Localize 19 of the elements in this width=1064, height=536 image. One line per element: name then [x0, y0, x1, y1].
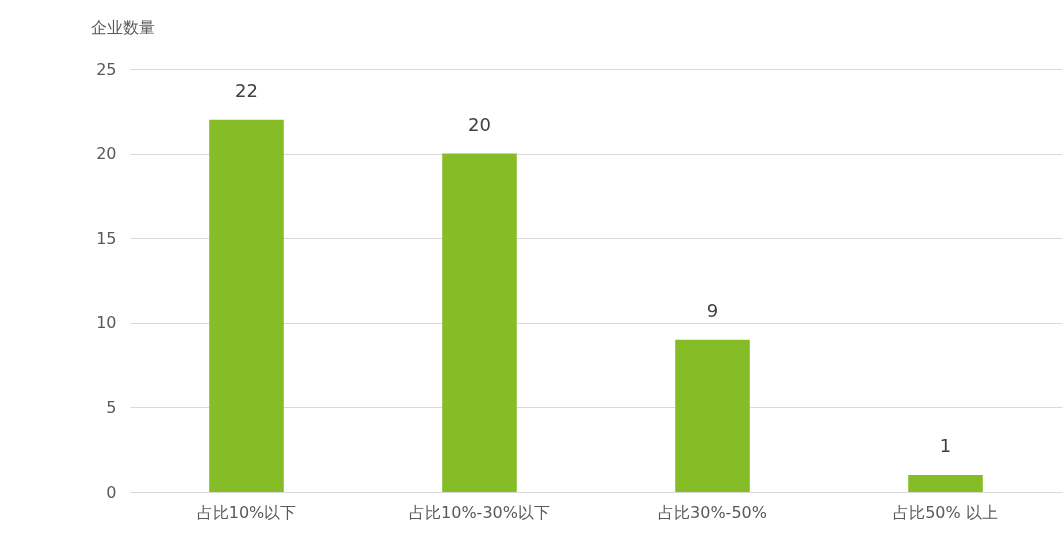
bar [209, 119, 284, 492]
data-label: 1 [939, 435, 952, 457]
y-tick-label: 0 [106, 482, 117, 502]
y-tick-label: 15 [96, 228, 117, 248]
y-tick-label: 5 [106, 397, 117, 417]
data-label: 20 [468, 113, 491, 135]
bar [442, 153, 517, 492]
bar [675, 339, 750, 492]
y-tick-label: 20 [96, 144, 117, 164]
x-tick-label: 占比50% 以上 [893, 502, 998, 522]
y-axis-title: 企业数量 [90, 17, 155, 37]
data-label: 9 [706, 299, 719, 321]
y-tick-label: 25 [96, 59, 117, 79]
x-tick-label: 占比10%-30%以下 [409, 502, 550, 522]
x-tick-label: 占比30%-50% [658, 502, 767, 522]
data-label: 22 [235, 79, 258, 101]
x-tick-label: 占比10%以下 [196, 502, 297, 522]
bar [908, 475, 983, 492]
y-tick-label: 10 [96, 313, 117, 333]
